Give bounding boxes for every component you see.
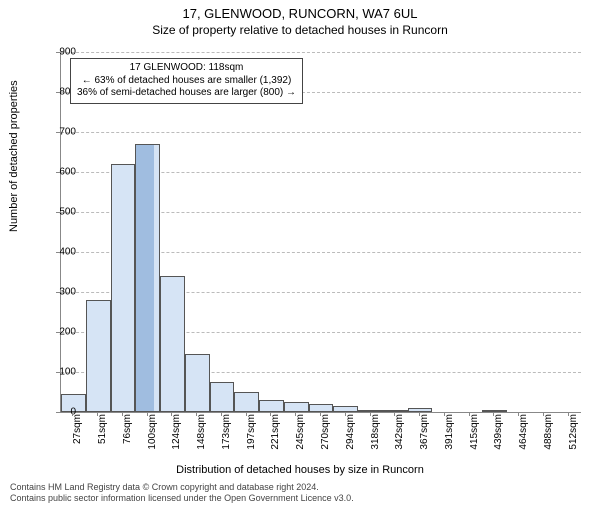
- x-tick-label: 488sqm: [543, 414, 554, 454]
- y-tick-mark: [56, 252, 60, 253]
- y-tick-mark: [56, 332, 60, 333]
- y-tick-mark: [56, 132, 60, 133]
- y-tick-label: 400: [46, 247, 76, 258]
- annotation-box: 17 GLENWOOD: 118sqm← 63% of detached hou…: [70, 58, 303, 104]
- histogram-bar: [358, 410, 383, 412]
- chart-title-main: 17, GLENWOOD, RUNCORN, WA7 6UL: [0, 6, 600, 21]
- x-axis-label: Distribution of detached houses by size …: [0, 464, 600, 476]
- histogram-bar: [284, 402, 309, 412]
- histogram-bar: [86, 300, 111, 412]
- histogram-bar: [309, 404, 334, 412]
- x-tick-label: 51sqm: [97, 414, 108, 454]
- histogram-bar: [185, 354, 210, 412]
- x-tick-label: 391sqm: [444, 414, 455, 454]
- grid-line: [61, 52, 581, 53]
- x-tick-label: 197sqm: [246, 414, 257, 454]
- x-tick-label: 270sqm: [320, 414, 331, 454]
- x-tick-label: 367sqm: [419, 414, 430, 454]
- y-tick-mark: [56, 292, 60, 293]
- histogram-bar: [210, 382, 235, 412]
- annotation-line: ← 63% of detached houses are smaller (1,…: [77, 75, 296, 88]
- x-tick-label: 245sqm: [295, 414, 306, 454]
- x-tick-label: 76sqm: [122, 414, 133, 454]
- y-tick-label: 100: [46, 367, 76, 378]
- y-tick-mark: [56, 52, 60, 53]
- y-tick-label: 500: [46, 207, 76, 218]
- x-tick-label: 221sqm: [270, 414, 281, 454]
- x-tick-label: 100sqm: [147, 414, 158, 454]
- y-tick-label: 900: [46, 47, 76, 58]
- x-tick-label: 415sqm: [469, 414, 480, 454]
- y-tick-label: 700: [46, 127, 76, 138]
- x-tick-label: 512sqm: [568, 414, 579, 454]
- x-tick-label: 27sqm: [72, 414, 83, 454]
- highlight-slice: [135, 144, 153, 412]
- x-tick-label: 173sqm: [221, 414, 232, 454]
- histogram-bar: [111, 164, 136, 412]
- annotation-line: 17 GLENWOOD: 118sqm: [77, 62, 296, 75]
- plot-area: [60, 52, 581, 413]
- y-tick-mark: [56, 412, 60, 413]
- x-tick-label: 464sqm: [518, 414, 529, 454]
- x-tick-label: 294sqm: [345, 414, 356, 454]
- footer-attribution: Contains HM Land Registry data © Crown c…: [10, 482, 354, 504]
- y-tick-mark: [56, 212, 60, 213]
- x-tick-label: 318sqm: [370, 414, 381, 454]
- y-tick-label: 300: [46, 287, 76, 298]
- annotation-line: 36% of semi-detached houses are larger (…: [77, 87, 296, 100]
- footer-line2: Contains public sector information licen…: [10, 493, 354, 504]
- histogram-bar: [234, 392, 259, 412]
- y-tick-label: 200: [46, 327, 76, 338]
- x-tick-label: 148sqm: [196, 414, 207, 454]
- y-tick-mark: [56, 372, 60, 373]
- y-axis-label: Number of detached properties: [8, 80, 20, 232]
- y-tick-label: 600: [46, 167, 76, 178]
- y-tick-mark: [56, 92, 60, 93]
- y-tick-mark: [56, 172, 60, 173]
- histogram-bar: [259, 400, 284, 412]
- footer-line1: Contains HM Land Registry data © Crown c…: [10, 482, 354, 493]
- x-tick-label: 124sqm: [171, 414, 182, 454]
- chart-title-sub: Size of property relative to detached ho…: [0, 23, 600, 37]
- x-tick-label: 439sqm: [493, 414, 504, 454]
- x-tick-label: 342sqm: [394, 414, 405, 454]
- histogram-bar: [333, 406, 358, 412]
- grid-line: [61, 132, 581, 133]
- chart-container: 17, GLENWOOD, RUNCORN, WA7 6UL Size of p…: [0, 6, 600, 506]
- histogram-bar: [160, 276, 185, 412]
